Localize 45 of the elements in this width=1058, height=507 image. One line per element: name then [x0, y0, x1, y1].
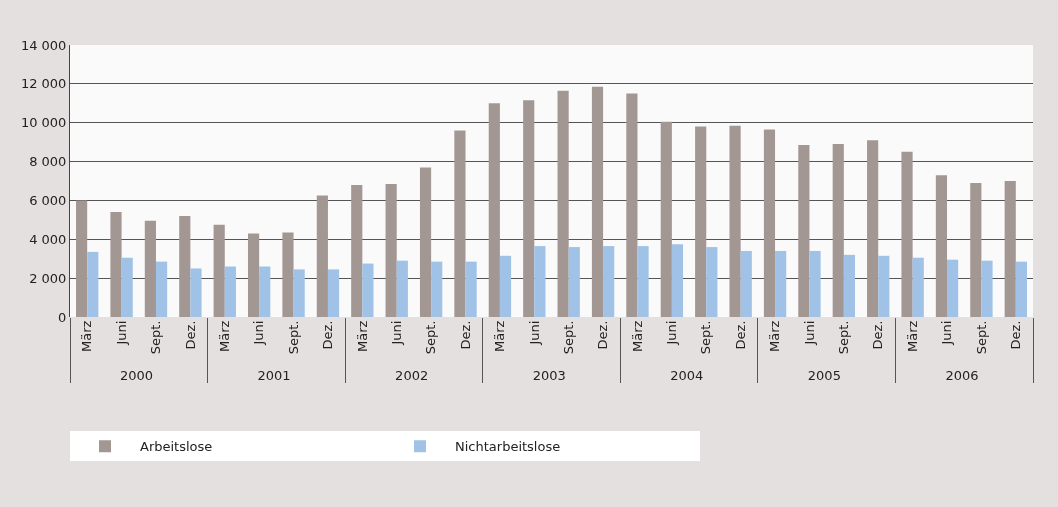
- y-tick-label: 2 000: [29, 270, 67, 286]
- legend-label: Arbeitslose: [140, 439, 213, 455]
- x-tick-label: Sept.: [560, 320, 576, 355]
- x-tick-label: März: [79, 320, 95, 352]
- x-tick-label: März: [354, 320, 370, 352]
- y-tick-label: 12 000: [20, 76, 67, 92]
- text: 2005: [807, 367, 841, 383]
- x-tick-label: Juni: [526, 320, 542, 346]
- x-tick-label: Dez.: [457, 320, 473, 350]
- x-tick-label: Juni: [801, 320, 817, 346]
- x-tick-label: Sept.: [836, 320, 852, 355]
- y-tick-label: 6 000: [29, 192, 67, 208]
- x-tick-label: Juni: [664, 320, 680, 346]
- x-tick-label: Sept.: [148, 320, 164, 355]
- x-tick-label: Dez.: [1008, 320, 1024, 350]
- x-tick-label: März: [767, 320, 783, 352]
- y-tick-label: 10 000: [20, 115, 67, 131]
- y-tick-label: 4 000: [29, 231, 67, 247]
- text: 2004: [670, 367, 704, 383]
- text: 2006: [945, 367, 979, 383]
- x-tick-label: Dez.: [320, 320, 336, 350]
- x-tick-label: März: [629, 320, 645, 352]
- text: 2001: [257, 367, 291, 383]
- x-tick-label: Sept.: [423, 320, 439, 355]
- text: 2003: [532, 367, 566, 383]
- legend-label: Nichtarbeitslose: [455, 439, 561, 455]
- y-tick-label: 14 000: [20, 37, 67, 53]
- x-tick-label: Dez.: [182, 320, 198, 350]
- x-tick-label: Juni: [388, 320, 404, 346]
- x-tick-label: Sept.: [973, 320, 989, 355]
- x-tick-label: März: [492, 320, 508, 352]
- x-tick-label: Dez.: [870, 320, 886, 350]
- text: 2002: [395, 367, 429, 383]
- x-tick-label: Sept.: [285, 320, 301, 355]
- x-tick-label: Dez.: [595, 320, 611, 350]
- x-tick-label: Dez.: [732, 320, 748, 350]
- x-tick-label: Juni: [939, 320, 955, 346]
- x-tick-label: März: [217, 320, 232, 352]
- x-tick-label: März: [904, 320, 920, 352]
- text: 2000: [119, 367, 154, 383]
- x-tick-label: Juni: [113, 320, 129, 346]
- y-tick-label: 0: [58, 309, 67, 325]
- x-tick-label: Sept.: [698, 320, 714, 355]
- y-tick-label: 8 000: [29, 154, 67, 170]
- x-tick-label: Juni: [251, 320, 267, 346]
